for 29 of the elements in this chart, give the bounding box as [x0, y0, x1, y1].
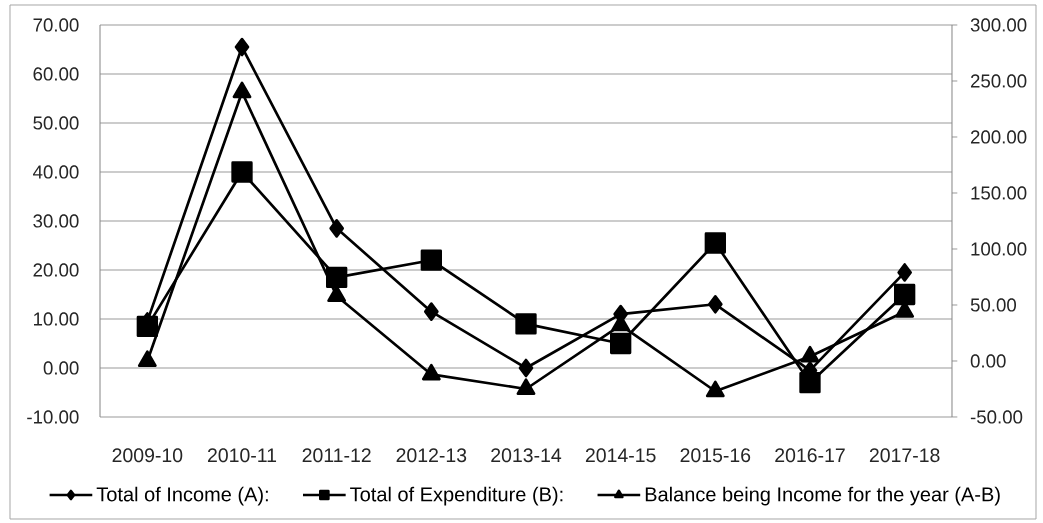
x-tick-label: 2012-13 — [396, 448, 467, 463]
y-tick-label: 0.00 — [43, 361, 79, 375]
x-tick-label: 2017-18 — [869, 448, 940, 463]
x-tick-label: 2014-15 — [585, 448, 656, 463]
y2-tick-label: 200.00 — [970, 130, 1027, 144]
y-tick-label: 20.00 — [33, 263, 79, 277]
y2-tick-label: 0.00 — [970, 354, 1006, 368]
y-tick-label: 50.00 — [33, 116, 79, 130]
y-tick-label: -10.00 — [27, 410, 79, 424]
y2-tick-label: 50.00 — [970, 298, 1017, 312]
y-tick-label: 30.00 — [33, 214, 79, 228]
legend-label: Total of Expenditure (B): — [350, 486, 563, 506]
y2-tick-label: 100.00 — [971, 242, 1027, 256]
y2-tick-label: 300.00 — [970, 18, 1027, 32]
x-tick-label: 2016-17 — [775, 448, 845, 463]
y-tick-label: 70.00 — [33, 18, 79, 32]
y-tick-label: 40.00 — [33, 165, 79, 179]
x-tick-label: 2011-12 — [302, 448, 371, 463]
x-tick-label: 2010-11 — [207, 448, 277, 463]
y-tick-label: 60.00 — [33, 67, 79, 81]
y2-tick-label: -50.00 — [970, 410, 1023, 424]
y2-tick-label: 250.00 — [970, 74, 1027, 88]
x-tick-label: 2009-10 — [112, 448, 183, 463]
y-tick-label: 10.00 — [34, 312, 79, 326]
x-tick-label: 2013-14 — [491, 448, 562, 463]
legend-label: Balance being Income for the year (A-B) — [645, 486, 1000, 506]
y2-tick-label: 150.00 — [971, 186, 1027, 200]
legend-label: Total of Income (A): — [96, 486, 268, 506]
x-tick-label: 2015-16 — [680, 448, 751, 463]
